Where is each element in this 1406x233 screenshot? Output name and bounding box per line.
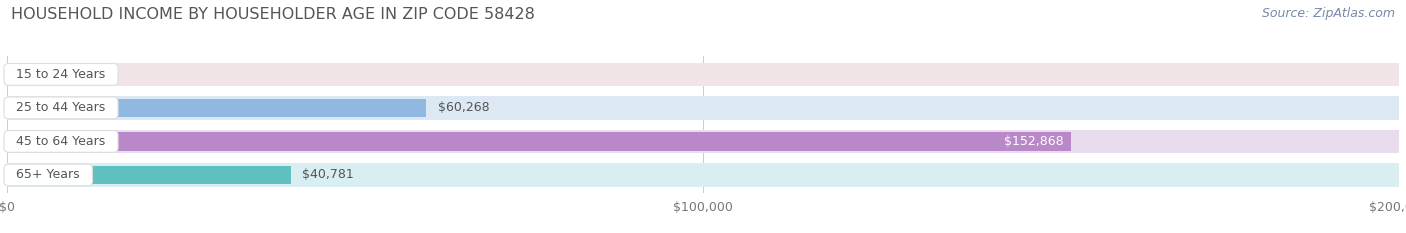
Bar [7, 166, 291, 184]
Bar [7, 63, 1399, 86]
Bar [7, 99, 426, 117]
Bar [7, 163, 1399, 187]
Text: $0: $0 [18, 68, 34, 81]
Text: Source: ZipAtlas.com: Source: ZipAtlas.com [1261, 7, 1395, 20]
Text: $152,868: $152,868 [1004, 135, 1064, 148]
Bar [7, 132, 1071, 151]
Text: $40,781: $40,781 [302, 168, 354, 182]
Bar [7, 130, 1399, 153]
Text: $60,268: $60,268 [437, 101, 489, 114]
Text: 45 to 64 Years: 45 to 64 Years [8, 135, 114, 148]
Text: 15 to 24 Years: 15 to 24 Years [8, 68, 114, 81]
Bar [7, 96, 1399, 120]
Text: 25 to 44 Years: 25 to 44 Years [8, 101, 114, 114]
Text: 65+ Years: 65+ Years [8, 168, 89, 182]
Text: HOUSEHOLD INCOME BY HOUSEHOLDER AGE IN ZIP CODE 58428: HOUSEHOLD INCOME BY HOUSEHOLDER AGE IN Z… [11, 7, 536, 22]
